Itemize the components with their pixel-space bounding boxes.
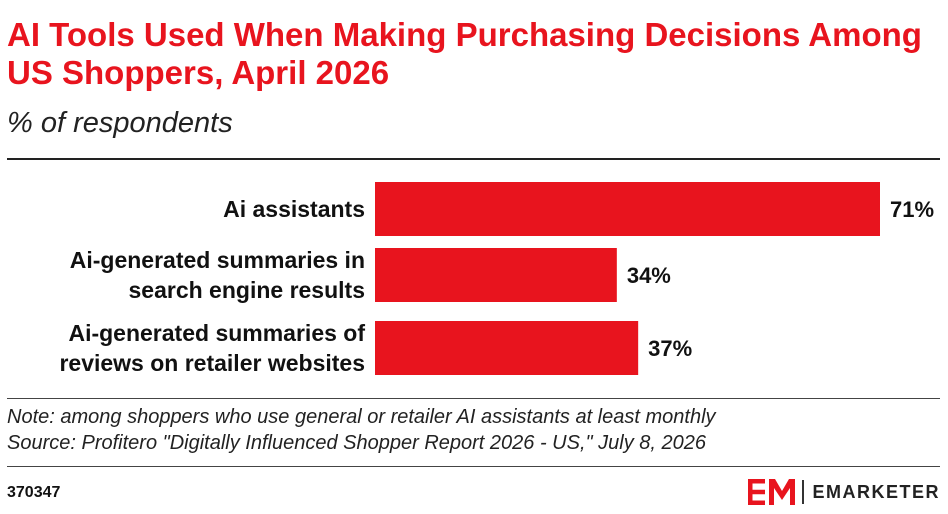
- category-label-1: Ai assistants: [223, 196, 365, 222]
- category-label-line: Ai-generated summaries in: [70, 247, 365, 273]
- em-logo-icon: [748, 479, 796, 505]
- bar-3: [375, 321, 639, 375]
- footnotes: Note: among shoppers who use general or …: [7, 404, 716, 456]
- category-label-3: Ai-generated summaries of reviews on reta…: [59, 320, 365, 376]
- footer-divider: [7, 398, 940, 399]
- brand-name: EMARKETER: [812, 481, 940, 502]
- top-divider: [7, 158, 940, 160]
- emarketer-logo: EMARKETER: [748, 478, 940, 506]
- category-label-line: reviews on retailer websites: [59, 350, 365, 376]
- logo-divider: [802, 480, 805, 504]
- source-text: Source: Profitero "Digitally Influenced …: [7, 432, 707, 454]
- chart-subtitle: % of respondents: [7, 107, 233, 139]
- bar-1: [375, 182, 880, 236]
- bottom-divider: [7, 466, 940, 467]
- value-label-1: 71%: [890, 197, 934, 222]
- bar-chart: 71% Ai assistants 34% Ai-generated summarie…: [59, 182, 934, 376]
- bar-2: [375, 248, 617, 302]
- value-label-3: 37%: [648, 336, 692, 361]
- chart-id: 370347: [7, 484, 61, 501]
- category-label-line: search engine results: [129, 277, 366, 303]
- note-text: Note: among shoppers who use general or …: [7, 406, 716, 428]
- category-label-2: Ai-generated summaries in search engine r…: [70, 247, 365, 303]
- category-label-line: Ai assistants: [223, 196, 365, 222]
- value-label-2: 34%: [627, 263, 671, 288]
- category-label-line: Ai-generated summaries of: [68, 320, 365, 346]
- chart-title: AI Tools Used When Making Purchasing Dec…: [7, 16, 922, 91]
